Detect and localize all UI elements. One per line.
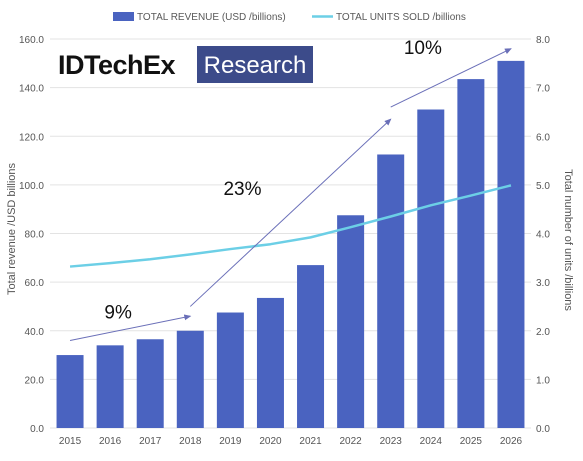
- y-tick-label: 120.0: [19, 132, 44, 143]
- revenue-bar: [377, 154, 405, 428]
- y-tick-label: 20.0: [25, 375, 45, 386]
- y-tick-label: 160.0: [19, 35, 44, 46]
- right-axis-ticks: 0.0 1.0 2.0 3.0 4.0 5.0 6.0 7.0 8.0: [536, 35, 550, 435]
- y2-tick-label: 6.0: [536, 132, 550, 143]
- legend: TOTAL REVENUE (USD /billions) TOTAL UNITS…: [113, 12, 466, 23]
- growth-arrow: [189, 118, 392, 307]
- legend-swatch-revenue: [113, 12, 134, 21]
- y2-tick-label: 0.0: [536, 424, 550, 435]
- growth-label: 10%: [404, 38, 442, 59]
- y2-tick-label: 4.0: [536, 230, 550, 241]
- x-axis-ticks: 2015 2016 2017 2018 2019 2020 2021 2022 2023 2024…: [59, 436, 523, 447]
- y-axis-title: Total revenue /USD billions: [6, 162, 18, 295]
- growth-label: 23%: [223, 179, 261, 200]
- revenue-bar: [256, 297, 284, 428]
- gridlines: [50, 38, 531, 429]
- x-tick-label: 2015: [59, 436, 82, 447]
- y2-tick-label: 2.0: [536, 327, 550, 338]
- x-tick-label: 2021: [299, 436, 322, 447]
- legend-label-units: TOTAL UNITS SOLD /billions: [336, 12, 466, 23]
- revenue-bar: [56, 355, 84, 428]
- logo-box: [197, 46, 313, 83]
- growth-arrow: [390, 48, 512, 108]
- y2-axis-title: Total number of units /billions: [562, 169, 574, 311]
- y-tick-label: 0.0: [30, 424, 44, 435]
- units-line-path: [69, 184, 512, 268]
- revenue-bar: [417, 109, 445, 428]
- x-tick-label: 2026: [500, 436, 523, 447]
- y2-tick-label: 3.0: [536, 278, 550, 289]
- revenue-bar: [457, 79, 485, 428]
- x-tick-label: 2023: [380, 436, 403, 447]
- revenue-bar: [96, 345, 124, 428]
- x-tick-label: 2016: [99, 436, 122, 447]
- growth-label: 9%: [104, 302, 132, 323]
- growth-arrows: 9% 23% 10%: [69, 38, 512, 341]
- logo: IDTechEx Research: [58, 46, 313, 83]
- y2-tick-label: 8.0: [536, 35, 550, 46]
- units-line: [69, 184, 512, 268]
- logo-sub: Research: [204, 52, 307, 79]
- revenue-bar: [216, 312, 244, 428]
- x-tick-label: 2024: [420, 436, 443, 447]
- y-tick-label: 60.0: [25, 278, 45, 289]
- left-axis-ticks: 0.0 20.0 40.0 60.0 80.0 100.0 120.0 140.0 160.0: [19, 35, 44, 435]
- x-tick-label: 2025: [460, 436, 483, 447]
- x-tick-label: 2018: [179, 436, 202, 447]
- revenue-bar: [497, 60, 525, 428]
- revenue-bar: [337, 215, 365, 428]
- revenue-bar: [176, 330, 204, 428]
- logo-brand: IDTechEx: [58, 50, 176, 80]
- legend-label-revenue: TOTAL REVENUE (USD /billions): [137, 12, 286, 23]
- y2-tick-label: 1.0: [536, 375, 550, 386]
- y-tick-label: 100.0: [19, 181, 44, 192]
- growth-arrow: [69, 314, 192, 341]
- y-tick-label: 40.0: [25, 327, 45, 338]
- revenue-bar: [136, 339, 164, 428]
- y2-tick-label: 5.0: [536, 181, 550, 192]
- x-tick-label: 2022: [340, 436, 363, 447]
- y2-tick-label: 7.0: [536, 84, 550, 95]
- x-tick-label: 2020: [259, 436, 282, 447]
- y-tick-label: 80.0: [25, 230, 45, 241]
- revenue-bars: [56, 60, 525, 428]
- x-tick-label: 2017: [139, 436, 162, 447]
- y-tick-label: 140.0: [19, 84, 44, 95]
- x-tick-label: 2019: [219, 436, 242, 447]
- revenue-bar: [297, 265, 325, 428]
